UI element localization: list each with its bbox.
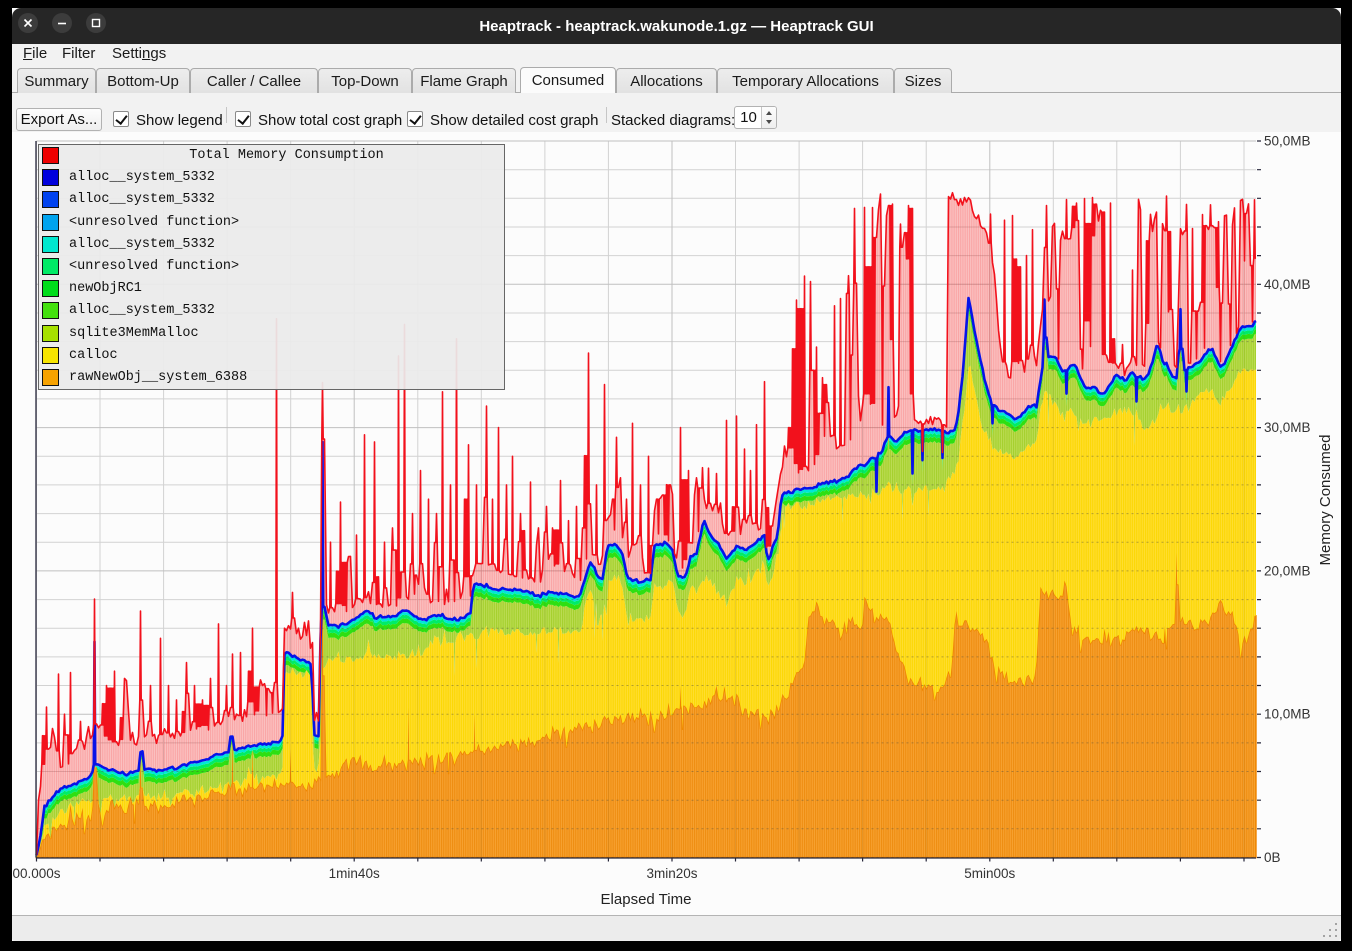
svg-text:00.000s: 00.000s bbox=[12, 866, 60, 881]
svg-text:20,0MB: 20,0MB bbox=[1264, 563, 1311, 578]
svg-text:10,0MB: 10,0MB bbox=[1264, 707, 1311, 722]
svg-text:Elapsed Time: Elapsed Time bbox=[601, 891, 692, 908]
svg-text:50,0MB: 50,0MB bbox=[1264, 134, 1311, 149]
svg-text:3min20s: 3min20s bbox=[646, 866, 697, 881]
svg-text:5min00s: 5min00s bbox=[964, 866, 1015, 881]
svg-text:Memory Consumed: Memory Consumed bbox=[1317, 435, 1334, 566]
svg-text:40,0MB: 40,0MB bbox=[1264, 277, 1311, 292]
svg-text:30,0MB: 30,0MB bbox=[1264, 420, 1311, 435]
svg-text:0B: 0B bbox=[1264, 850, 1281, 865]
svg-text:1min40s: 1min40s bbox=[329, 866, 380, 881]
